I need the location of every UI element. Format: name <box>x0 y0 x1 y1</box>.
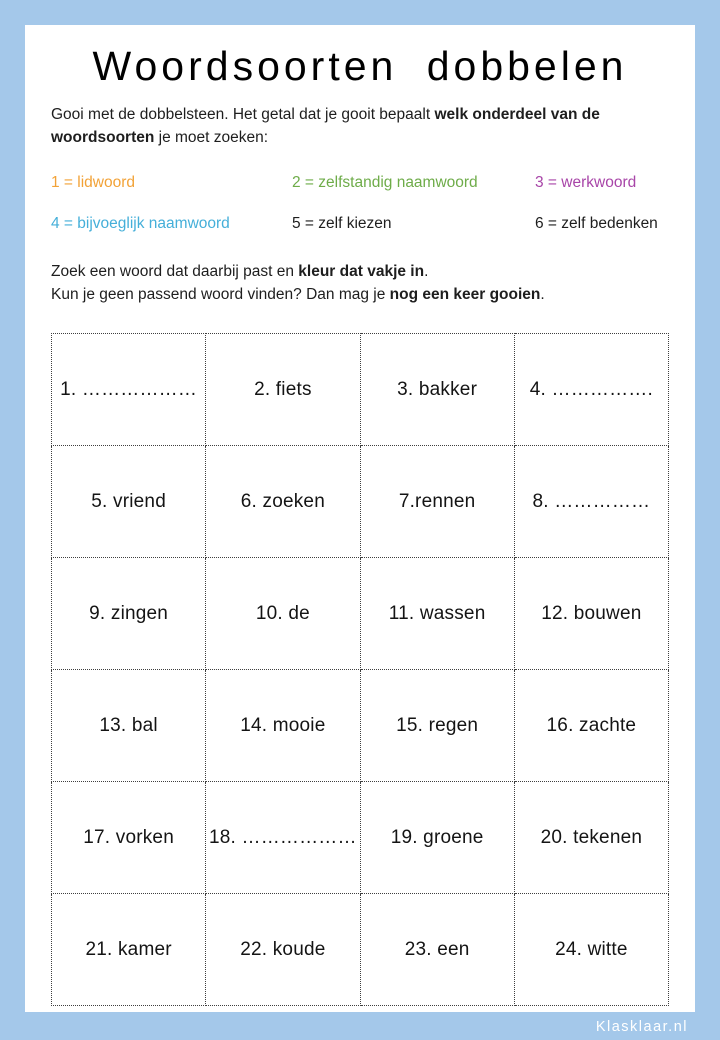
grid-cell: 6. zoeken <box>205 445 361 558</box>
word-grid: 1. ……………… 2. fiets 3. bakker 4. ……………. 5. vr… <box>50 333 670 1006</box>
intro-bold-text: welk onderdeel van de <box>434 106 600 123</box>
legend-item-lidwoord: 1 = lidwoord <box>51 174 136 191</box>
grid-cell: 21. kamer <box>50 893 207 1006</box>
worksheet-sheet: Woordsoorten dobbelen Gooi met de dobbel… <box>25 25 695 1012</box>
grid-cell: 7.rennen <box>359 445 515 558</box>
grid-cell: 16. zachte <box>513 669 670 782</box>
grid-row: 17. vorken 18. ……………… 19. groene 20. tekene… <box>50 781 670 894</box>
grid-cell: 13. bal <box>50 669 207 782</box>
grid-cell: 14. mooie <box>205 669 361 782</box>
grid-cell: 22. koude <box>205 893 361 1006</box>
legend-item-zelf-bedenken: 6 = zelf bedenken <box>535 215 658 232</box>
grid-cell: 3. bakker <box>359 333 515 446</box>
grid-cell: 2. fiets <box>205 333 361 446</box>
legend-item-werkwoord: 3 = werkwoord <box>535 174 637 191</box>
grid-cell: 20. tekenen <box>513 781 670 894</box>
intro-text: Gooi met de dobbelsteen. Het getal dat j… <box>51 106 435 123</box>
grid-cell: 12. bouwen <box>513 557 670 670</box>
rules-paragraph: Zoek een woord dat daarbij past en kleur… <box>51 260 669 306</box>
grid-cell: 23. een <box>359 893 515 1006</box>
legend-item-bijvoeglijk-naamwoord: 4 = bijvoeglijk naamwoord <box>51 215 230 232</box>
rules-bold-text: nog een keer gooien <box>389 286 541 303</box>
grid-cell: 9. zingen <box>50 557 207 670</box>
rules-bold-text: kleur dat vakje in <box>298 263 425 280</box>
grid-row: 13. bal 14. mooie 15. regen 16. zachte <box>50 669 670 782</box>
grid-cell: 5. vriend <box>50 445 207 558</box>
grid-cell: 24. witte <box>513 893 670 1006</box>
grid-cell: 17. vorken <box>50 781 207 894</box>
legend-item-zelf-kiezen: 5 = zelf kiezen <box>292 215 392 232</box>
grid-cell: 10. de <box>205 557 361 670</box>
intro-bold-text: woordsoorten <box>51 129 155 146</box>
page-title: Woordsoorten dobbelen <box>92 43 628 89</box>
watermark: Klasklaar.nl <box>595 1019 688 1035</box>
grid-cell: 8. …………… <box>513 445 670 558</box>
grid-row: 1. ……………… 2. fiets 3. bakker 4. ……………. <box>50 333 670 446</box>
legend-item-zelfstandig-naamwoord: 2 = zelfstandig naamwoord <box>292 174 478 191</box>
rules-text: . <box>424 263 429 280</box>
grid-row: 21. kamer 22. koude 23. een 24. witte <box>50 893 670 1006</box>
grid-cell: 1. ……………… <box>50 333 207 446</box>
grid-cell: 4. ……………. <box>513 333 670 446</box>
grid-row: 5. vriend 6. zoeken 7.rennen 8. …………… <box>50 445 670 558</box>
grid-cell: 15. regen <box>359 669 515 782</box>
grid-cell: 18. ……………… <box>205 781 361 894</box>
intro-text: je moet zoeken: <box>154 129 269 146</box>
grid-row: 9. zingen 10. de 11. wassen 12. bouwen <box>50 557 670 670</box>
grid-cell: 11. wassen <box>359 557 515 670</box>
rules-text: . <box>540 286 545 303</box>
grid-cell: 19. groene <box>359 781 515 894</box>
dice-legend: 1 = lidwoord 2 = zelfstandig naamwoord 3… <box>51 173 669 234</box>
rules-text: Zoek een woord dat daarbij past en <box>51 263 299 280</box>
intro-paragraph: Gooi met de dobbelsteen. Het getal dat j… <box>51 103 669 149</box>
rules-text: Kun je geen passend woord vinden? Dan ma… <box>51 286 390 303</box>
